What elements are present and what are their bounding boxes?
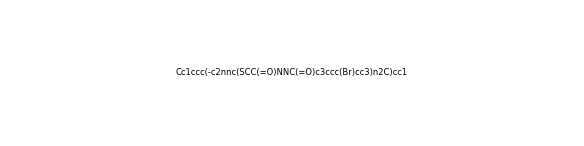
Text: Cc1ccc(-c2nnc(SCC(=O)NNC(=O)c3ccc(Br)cc3)n2C)cc1: Cc1ccc(-c2nnc(SCC(=O)NNC(=O)c3ccc(Br)cc3… bbox=[176, 68, 408, 78]
